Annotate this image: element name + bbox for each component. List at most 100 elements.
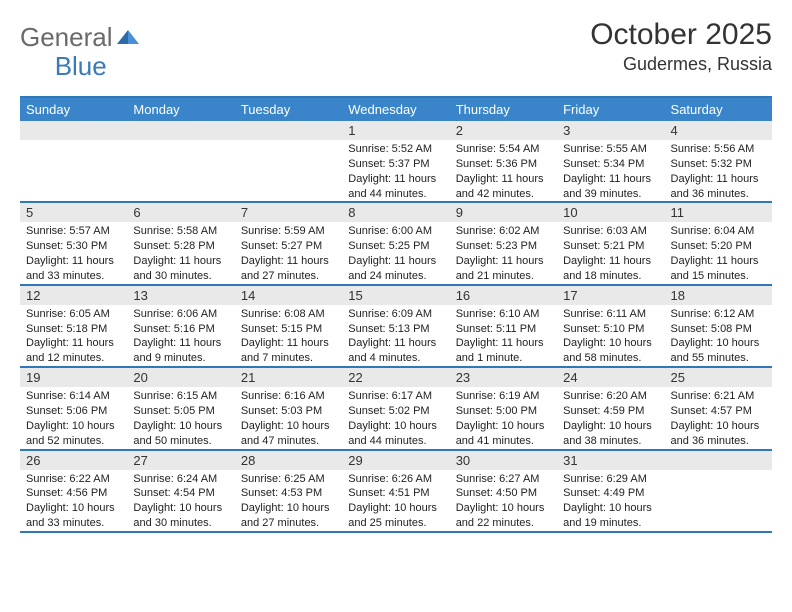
day-details: Sunrise: 6:16 AMSunset: 5:03 PMDaylight:… bbox=[235, 387, 342, 448]
day-details: Sunrise: 6:08 AMSunset: 5:15 PMDaylight:… bbox=[235, 305, 342, 366]
sunrise-text: Sunrise: 6:16 AM bbox=[241, 389, 336, 404]
weekday-header-row: Sunday Monday Tuesday Wednesday Thursday… bbox=[20, 98, 772, 121]
weekday-sunday: Sunday bbox=[20, 98, 127, 121]
sunrise-text: Sunrise: 6:03 AM bbox=[563, 224, 658, 239]
logo-text-blue: Blue bbox=[55, 51, 107, 81]
day-number: 21 bbox=[235, 368, 342, 387]
day-details: Sunrise: 5:54 AMSunset: 5:36 PMDaylight:… bbox=[450, 140, 557, 201]
sunset-text: Sunset: 5:25 PM bbox=[348, 239, 443, 254]
sunrise-text: Sunrise: 5:55 AM bbox=[563, 142, 658, 157]
daylight-text: Daylight: 10 hours and 47 minutes. bbox=[241, 419, 336, 449]
calendar-week: 12131415161718Sunrise: 6:05 AMSunset: 5:… bbox=[20, 286, 772, 368]
day-details: Sunrise: 6:26 AMSunset: 4:51 PMDaylight:… bbox=[342, 470, 449, 531]
day-number: 4 bbox=[665, 121, 772, 140]
sunrise-text: Sunrise: 6:15 AM bbox=[133, 389, 228, 404]
daylight-text: Daylight: 11 hours and 36 minutes. bbox=[671, 172, 766, 202]
sunset-text: Sunset: 5:00 PM bbox=[456, 404, 551, 419]
calendar-grid: Sunday Monday Tuesday Wednesday Thursday… bbox=[20, 96, 772, 533]
day-number bbox=[235, 121, 342, 140]
sunrise-text: Sunrise: 6:06 AM bbox=[133, 307, 228, 322]
sunrise-text: Sunrise: 5:52 AM bbox=[348, 142, 443, 157]
sunset-text: Sunset: 4:51 PM bbox=[348, 486, 443, 501]
calendar-week: 19202122232425Sunrise: 6:14 AMSunset: 5:… bbox=[20, 368, 772, 450]
daylight-text: Daylight: 11 hours and 15 minutes. bbox=[671, 254, 766, 284]
day-details: Sunrise: 6:24 AMSunset: 4:54 PMDaylight:… bbox=[127, 470, 234, 531]
location-label: Gudermes, Russia bbox=[590, 54, 772, 75]
day-details: Sunrise: 6:05 AMSunset: 5:18 PMDaylight:… bbox=[20, 305, 127, 366]
day-details: Sunrise: 6:03 AMSunset: 5:21 PMDaylight:… bbox=[557, 222, 664, 283]
day-number: 23 bbox=[450, 368, 557, 387]
sunset-text: Sunset: 5:06 PM bbox=[26, 404, 121, 419]
sunrise-text: Sunrise: 6:26 AM bbox=[348, 472, 443, 487]
sunrise-text: Sunrise: 6:14 AM bbox=[26, 389, 121, 404]
sunset-text: Sunset: 5:13 PM bbox=[348, 322, 443, 337]
daybody-row: Sunrise: 5:52 AMSunset: 5:37 PMDaylight:… bbox=[20, 140, 772, 201]
daylight-text: Daylight: 11 hours and 30 minutes. bbox=[133, 254, 228, 284]
sunset-text: Sunset: 5:27 PM bbox=[241, 239, 336, 254]
sunrise-text: Sunrise: 6:05 AM bbox=[26, 307, 121, 322]
logo: General bbox=[20, 18, 139, 53]
sunrise-text: Sunrise: 6:12 AM bbox=[671, 307, 766, 322]
sunset-text: Sunset: 5:02 PM bbox=[348, 404, 443, 419]
weekday-wednesday: Wednesday bbox=[342, 98, 449, 121]
sunset-text: Sunset: 5:20 PM bbox=[671, 239, 766, 254]
day-number: 20 bbox=[127, 368, 234, 387]
day-details: Sunrise: 6:06 AMSunset: 5:16 PMDaylight:… bbox=[127, 305, 234, 366]
daylight-text: Daylight: 11 hours and 33 minutes. bbox=[26, 254, 121, 284]
daylight-text: Daylight: 10 hours and 19 minutes. bbox=[563, 501, 658, 531]
sunrise-text: Sunrise: 6:02 AM bbox=[456, 224, 551, 239]
daybody-row: Sunrise: 5:57 AMSunset: 5:30 PMDaylight:… bbox=[20, 222, 772, 283]
day-number: 11 bbox=[665, 203, 772, 222]
sunset-text: Sunset: 5:18 PM bbox=[26, 322, 121, 337]
day-number: 10 bbox=[557, 203, 664, 222]
day-details: Sunrise: 6:09 AMSunset: 5:13 PMDaylight:… bbox=[342, 305, 449, 366]
title-block: October 2025 Gudermes, Russia bbox=[590, 18, 772, 75]
day-details: Sunrise: 6:21 AMSunset: 4:57 PMDaylight:… bbox=[665, 387, 772, 448]
daylight-text: Daylight: 10 hours and 50 minutes. bbox=[133, 419, 228, 449]
sunset-text: Sunset: 5:30 PM bbox=[26, 239, 121, 254]
daylight-text: Daylight: 10 hours and 30 minutes. bbox=[133, 501, 228, 531]
daynum-row: 567891011 bbox=[20, 203, 772, 222]
day-number: 13 bbox=[127, 286, 234, 305]
day-details: Sunrise: 6:15 AMSunset: 5:05 PMDaylight:… bbox=[127, 387, 234, 448]
day-details: Sunrise: 5:56 AMSunset: 5:32 PMDaylight:… bbox=[665, 140, 772, 201]
daylight-text: Daylight: 11 hours and 7 minutes. bbox=[241, 336, 336, 366]
calendar-page: General October 2025 Gudermes, Russia Ge… bbox=[0, 0, 792, 533]
day-details: Sunrise: 6:20 AMSunset: 4:59 PMDaylight:… bbox=[557, 387, 664, 448]
day-details: Sunrise: 5:57 AMSunset: 5:30 PMDaylight:… bbox=[20, 222, 127, 283]
daylight-text: Daylight: 11 hours and 12 minutes. bbox=[26, 336, 121, 366]
day-number: 26 bbox=[20, 451, 127, 470]
daylight-text: Daylight: 11 hours and 9 minutes. bbox=[133, 336, 228, 366]
sunset-text: Sunset: 4:57 PM bbox=[671, 404, 766, 419]
daylight-text: Daylight: 10 hours and 33 minutes. bbox=[26, 501, 121, 531]
day-number: 15 bbox=[342, 286, 449, 305]
daynum-row: 262728293031 bbox=[20, 451, 772, 470]
daybody-row: Sunrise: 6:14 AMSunset: 5:06 PMDaylight:… bbox=[20, 387, 772, 448]
sunset-text: Sunset: 4:53 PM bbox=[241, 486, 336, 501]
logo-mark-icon bbox=[117, 22, 139, 53]
daylight-text: Daylight: 10 hours and 58 minutes. bbox=[563, 336, 658, 366]
day-number bbox=[20, 121, 127, 140]
day-details: Sunrise: 6:22 AMSunset: 4:56 PMDaylight:… bbox=[20, 470, 127, 531]
sunset-text: Sunset: 4:56 PM bbox=[26, 486, 121, 501]
weeks-container: 1234 Sunrise: 5:52 AMSunset: 5:37 PMDayl… bbox=[20, 121, 772, 533]
day-number: 17 bbox=[557, 286, 664, 305]
day-details: Sunrise: 6:19 AMSunset: 5:00 PMDaylight:… bbox=[450, 387, 557, 448]
day-details: Sunrise: 5:59 AMSunset: 5:27 PMDaylight:… bbox=[235, 222, 342, 283]
sunset-text: Sunset: 5:08 PM bbox=[671, 322, 766, 337]
day-details: Sunrise: 6:14 AMSunset: 5:06 PMDaylight:… bbox=[20, 387, 127, 448]
daylight-text: Daylight: 10 hours and 22 minutes. bbox=[456, 501, 551, 531]
day-number: 5 bbox=[20, 203, 127, 222]
day-number: 31 bbox=[557, 451, 664, 470]
day-details: Sunrise: 5:58 AMSunset: 5:28 PMDaylight:… bbox=[127, 222, 234, 283]
day-details: Sunrise: 6:29 AMSunset: 4:49 PMDaylight:… bbox=[557, 470, 664, 531]
day-details: Sunrise: 6:25 AMSunset: 4:53 PMDaylight:… bbox=[235, 470, 342, 531]
sunrise-text: Sunrise: 6:17 AM bbox=[348, 389, 443, 404]
daylight-text: Daylight: 11 hours and 4 minutes. bbox=[348, 336, 443, 366]
daylight-text: Daylight: 10 hours and 41 minutes. bbox=[456, 419, 551, 449]
sunrise-text: Sunrise: 5:56 AM bbox=[671, 142, 766, 157]
daylight-text: Daylight: 10 hours and 52 minutes. bbox=[26, 419, 121, 449]
daylight-text: Daylight: 10 hours and 27 minutes. bbox=[241, 501, 336, 531]
sunset-text: Sunset: 5:34 PM bbox=[563, 157, 658, 172]
daynum-row: 19202122232425 bbox=[20, 368, 772, 387]
